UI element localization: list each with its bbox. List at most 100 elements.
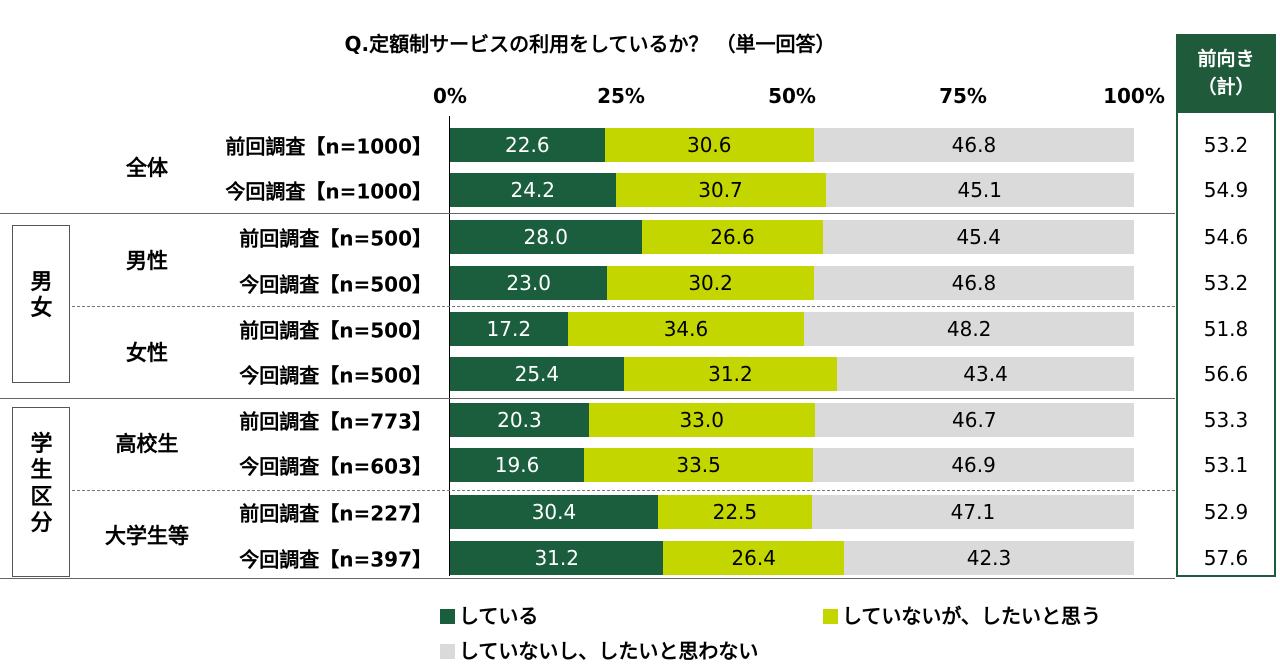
x-tick-label: 100% bbox=[1103, 84, 1165, 108]
bar-value-label: 33.5 bbox=[676, 453, 721, 477]
row-label: 前回調査【n=773】 bbox=[239, 409, 432, 434]
row-label: 前回調査【n=227】 bbox=[239, 501, 432, 526]
legend-item-want: していないが、したいと思う bbox=[823, 600, 1101, 629]
bar-value-label: 19.6 bbox=[494, 453, 540, 477]
bar-row: 30.4 22.5 47.1 bbox=[450, 495, 1134, 529]
bar-value-label: 30.2 bbox=[688, 271, 733, 295]
bar-segment-doing bbox=[450, 357, 624, 391]
bar-value-label: 20.3 bbox=[497, 408, 542, 432]
bar-segment-not-want bbox=[825, 173, 1134, 207]
bar-value-label: 22.5 bbox=[712, 500, 758, 524]
bar-row: 28.0 26.6 45.4 bbox=[450, 220, 1134, 254]
total-value: 53.1 bbox=[1203, 453, 1249, 477]
bar-segment-want bbox=[588, 403, 815, 437]
bar-segment-not-want bbox=[813, 448, 1134, 482]
bar-value-label: 30.7 bbox=[698, 178, 743, 202]
bar-segment-doing bbox=[450, 220, 642, 254]
bar-value-label: 33.0 bbox=[679, 408, 724, 432]
legend-item-doing: している bbox=[440, 600, 538, 629]
legend-label-not-want: していないし、したいと思わない bbox=[459, 639, 759, 663]
row-label: 前回調査【n=500】 bbox=[239, 318, 432, 343]
group-label: 女性 bbox=[126, 341, 168, 365]
group-label: 大学生等 bbox=[105, 524, 189, 548]
bar-segment-want bbox=[615, 173, 826, 207]
outer-group-box-student bbox=[12, 407, 70, 577]
row-label: 前回調査【n=1000】 bbox=[225, 134, 432, 159]
bar-value-label: 30.4 bbox=[531, 500, 577, 524]
legend-swatch-want bbox=[823, 609, 838, 624]
chart-title: Q.定額制サービスの利用をしているか？ （単一回答） bbox=[344, 32, 836, 56]
outer-group-char: 学生区分 bbox=[12, 432, 71, 538]
x-tick-label: 50% bbox=[768, 84, 816, 108]
bar-segment-doing bbox=[450, 541, 664, 575]
bar-value-label: 17.2 bbox=[486, 317, 532, 341]
total-column-box bbox=[1176, 34, 1276, 577]
bar-value-label: 43.4 bbox=[963, 362, 1008, 386]
bar-value-label: 31.2 bbox=[708, 362, 753, 386]
bar-segment-doing bbox=[450, 448, 585, 482]
total-header-line-1: 前向き bbox=[1197, 48, 1255, 70]
bar-segment-doing bbox=[450, 312, 568, 346]
total-value: 54.6 bbox=[1203, 225, 1249, 249]
bar-segment-not-want bbox=[811, 495, 1134, 529]
bar-value-label: 45.1 bbox=[957, 178, 1003, 202]
bar-segment-doing bbox=[450, 128, 605, 162]
bar-segment-doing bbox=[450, 173, 616, 207]
bar-segment-want bbox=[641, 220, 824, 254]
bar-segment-not-want bbox=[814, 403, 1134, 437]
bar-value-label: 45.4 bbox=[956, 225, 1001, 249]
group-label: 男性 bbox=[126, 249, 168, 273]
bar-segment-not-want bbox=[823, 220, 1134, 254]
bar-segment-want bbox=[663, 541, 844, 575]
row-label: 今回調査【n=500】 bbox=[239, 363, 432, 388]
bar-segment-want bbox=[567, 312, 805, 346]
row-label: 今回調査【n=603】 bbox=[239, 454, 432, 479]
bar-value-label: 30.6 bbox=[686, 133, 732, 157]
legend-swatch-doing bbox=[440, 609, 455, 624]
group-label: 高校生 bbox=[115, 432, 179, 456]
bar-value-label: 46.8 bbox=[951, 271, 997, 295]
bar-value-label: 46.7 bbox=[952, 408, 997, 432]
group-label: 全体 bbox=[126, 156, 168, 180]
bar-segment-not-want bbox=[813, 266, 1134, 300]
legend-label-want: していないが、したいと思う bbox=[842, 604, 1101, 628]
outer-group-char: 学 bbox=[30, 432, 53, 457]
legend-swatch-not-want bbox=[440, 644, 455, 659]
bar-segment-doing bbox=[450, 495, 658, 529]
x-tick-label: 75% bbox=[939, 84, 987, 108]
outer-group-char: 男女 bbox=[12, 270, 71, 323]
bar-row: 20.3 33.0 46.7 bbox=[450, 403, 1134, 437]
bar-segment-not-want bbox=[813, 128, 1134, 162]
total-column-header: 前向き （計） bbox=[1178, 36, 1274, 113]
bar-segment-doing bbox=[450, 266, 608, 300]
bar-value-label: 46.8 bbox=[951, 133, 997, 157]
separator-dashed bbox=[72, 306, 1175, 307]
total-header-line-2: （計） bbox=[1197, 75, 1255, 98]
bar-row: 19.6 33.5 46.9 bbox=[450, 448, 1134, 482]
row-label: 今回調査【n=1000】 bbox=[225, 179, 432, 204]
outer-group-label-student: 学生区分 bbox=[12, 432, 71, 538]
outer-group-char: 区 bbox=[30, 484, 53, 510]
total-value: 53.3 bbox=[1203, 408, 1249, 432]
bar-value-label: 24.2 bbox=[510, 178, 556, 202]
bar-value-label: 26.4 bbox=[731, 546, 776, 570]
row-label: 今回調査【n=500】 bbox=[239, 272, 432, 297]
bar-value-label: 42.3 bbox=[966, 546, 1012, 570]
total-value: 53.2 bbox=[1203, 133, 1249, 157]
total-value: 51.8 bbox=[1203, 317, 1249, 341]
separator-line bbox=[0, 578, 1175, 579]
bar-segment-want bbox=[623, 357, 838, 391]
outer-group-char: 生 bbox=[30, 458, 53, 484]
bar-segment-not-want bbox=[804, 312, 1134, 346]
total-value: 52.9 bbox=[1203, 500, 1249, 524]
bar-segment-want bbox=[657, 495, 812, 529]
bar-segment-want bbox=[584, 448, 814, 482]
total-value: 54.9 bbox=[1203, 178, 1249, 202]
bar-row: 24.2 30.7 45.1 bbox=[450, 173, 1134, 207]
legend-item-not-want: していないし、したいと思わない bbox=[440, 635, 758, 664]
outer-group-box-gender bbox=[12, 225, 70, 383]
bar-row: 31.2 26.4 42.3 bbox=[450, 541, 1134, 575]
separator-line bbox=[0, 213, 1175, 214]
total-value: 56.6 bbox=[1203, 362, 1249, 386]
bar-value-label: 48.2 bbox=[946, 317, 992, 341]
